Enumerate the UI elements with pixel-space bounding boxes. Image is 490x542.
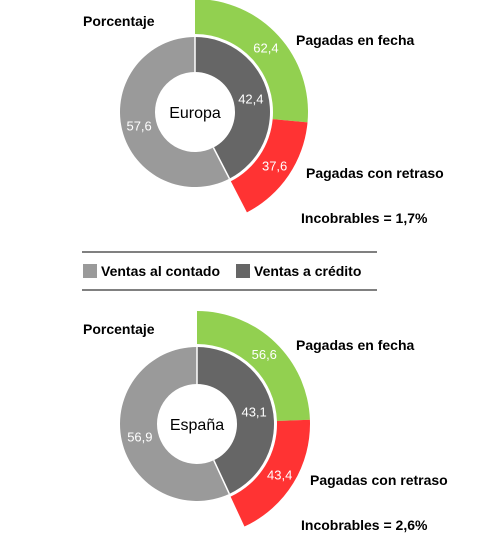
percentage-label: Porcentaje — [83, 13, 155, 29]
value-label-credit: 43,1 — [241, 404, 266, 419]
inner-slice-cash — [119, 37, 230, 187]
value-label-on-time: 56,6 — [252, 347, 277, 362]
value-label-credit: 42,4 — [238, 91, 263, 106]
on-time-label: Pagadas en fecha — [296, 337, 414, 353]
center-title: España — [170, 417, 224, 434]
late-label: Pagadas con retraso — [306, 165, 444, 181]
center-title: Europa — [169, 105, 221, 122]
uncollectible-note: Incobrables = 1,7% — [301, 210, 428, 226]
outer-slice-on-time — [195, 0, 308, 123]
value-label-late: 43,4 — [267, 468, 292, 483]
value-label-cash: 56,9 — [127, 430, 152, 445]
espana-panel: Porcentaje Pagadas en fecha Pagadas con … — [83, 311, 448, 533]
europa-panel: Porcentaje Pagadas en fecha Pagadas con … — [83, 0, 444, 226]
outer-slice-on-time — [197, 311, 310, 421]
value-label-cash: 57,6 — [126, 119, 151, 134]
legend-swatch-credit — [236, 264, 250, 278]
outer-slice-late — [230, 119, 308, 213]
inner-slice-credit — [195, 37, 270, 179]
late-label: Pagadas con retraso — [310, 472, 448, 488]
inner-slice-cash — [120, 347, 230, 501]
value-label-late: 37,6 — [262, 159, 287, 174]
on-time-label: Pagadas en fecha — [296, 32, 414, 48]
legend: Ventas al contado Ventas a crédito — [82, 251, 377, 291]
legend-label-cash: Ventas al contado — [101, 263, 220, 279]
legend-label-credit: Ventas a crédito — [254, 263, 361, 279]
slice-separator — [213, 459, 231, 495]
legend-swatch-cash — [83, 264, 97, 278]
outer-slice-late — [230, 419, 310, 527]
value-label-on-time: 62,4 — [253, 40, 278, 55]
inner-slice-credit — [197, 347, 275, 494]
percentage-label: Porcentaje — [83, 321, 155, 337]
uncollectible-note: Incobrables = 2,6% — [301, 517, 428, 533]
slice-separator — [212, 147, 231, 179]
